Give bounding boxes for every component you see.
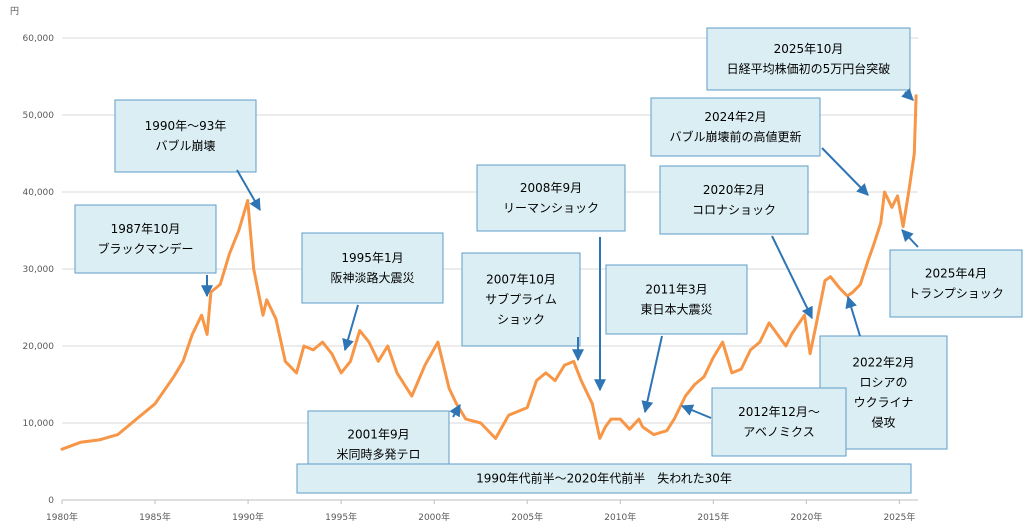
annotation-box (301, 232, 444, 304)
annotation-text: 2025年4月 (925, 267, 987, 281)
annotation-box (706, 27, 911, 91)
x-tick-label: 1985年 (139, 511, 171, 523)
annotation-box (114, 99, 257, 173)
annotation-text: トランプショック (908, 287, 1004, 301)
annotation-text: 1990年代前半～2020年代前半 失われた30年 (476, 471, 732, 486)
x-tick-label: 2000年 (418, 511, 450, 523)
x-tick-label: 2005年 (511, 511, 543, 523)
annotation-text: 東日本大震災 (640, 303, 712, 317)
annotation-text: 2025年10月 (774, 42, 844, 56)
annotation-14: 1990年代前半～2020年代前半 失われた30年 (296, 463, 912, 494)
annotation-box (74, 204, 217, 274)
annotation-text: バブル崩壊 (155, 138, 215, 153)
annotation-arrow (771, 235, 813, 320)
annotation-arrow (342, 304, 359, 352)
y-tick-label: 40,000 (23, 188, 55, 198)
annotation-box (461, 252, 581, 347)
annotation-arrow (236, 169, 261, 212)
annotation-text: 2024年2月 (704, 110, 766, 124)
x-tick-label: 2015年 (697, 511, 729, 523)
annotation-box (605, 264, 748, 335)
annotation-text: 2007年10月 (486, 273, 556, 287)
annotation-text: 2012年12月～ (738, 405, 820, 419)
annotation-text: 2001年9月 (347, 428, 409, 442)
annotation-text: 米同時多発テロ (336, 448, 420, 462)
annotation-text: ブラックマンデー (97, 241, 193, 256)
annotation-text: リーマンショック (503, 201, 599, 215)
annotation-text: サブプライム (485, 292, 557, 307)
y-axis-ticks: 0 10,000 20,000 30,000 40,000 50,000 60,000 (23, 34, 55, 506)
y-tick-label: 10,000 (23, 419, 55, 429)
annotation-text: ショック (497, 313, 545, 327)
y-tick-label: 60,000 (23, 34, 55, 44)
annotation-arrow (821, 147, 869, 196)
annotation-arrow (845, 295, 861, 337)
annotation-arrow (641, 335, 663, 414)
x-tick-label: 1980年 (46, 511, 78, 523)
y-tick-label: 0 (48, 496, 54, 506)
x-axis-ticks: 1980年 1985年 1990年 1995年 2000年 2005年 2010年 2015年… (46, 500, 915, 523)
annotation-text: 2011年3月 (645, 283, 707, 297)
annotation-text: 2020年2月 (703, 183, 765, 197)
annotation-text: ロシアの (859, 376, 907, 390)
annotation-text: 2022年2月 (852, 356, 914, 370)
annotation-text: 1995年1月 (341, 251, 403, 265)
x-tick-label: 1990年 (232, 511, 264, 523)
annotation-box (659, 165, 809, 235)
y-tick-label: 30,000 (23, 265, 55, 275)
annotation-arrow (901, 229, 919, 248)
annotation-text: ウクライナ (854, 396, 914, 410)
annotation-box (476, 164, 626, 232)
annotation-text: アベノミクス (743, 425, 814, 439)
x-tick-label: 2010年 (604, 511, 636, 523)
annotation-box (711, 387, 847, 457)
annotation-box (296, 463, 912, 494)
x-tick-label: 2025年 (883, 511, 915, 523)
y-axis-unit-label: 円 (10, 6, 19, 17)
price-line (60, 94, 918, 451)
annotation-arrow (449, 403, 461, 418)
annotation-arrow (680, 404, 712, 419)
y-tick-label: 20,000 (23, 342, 55, 352)
annotation-text: 1987年10月 (111, 222, 181, 236)
y-tick-label: 50,000 (23, 111, 55, 121)
annotation-box (889, 249, 1023, 318)
annotation-12: 2012年12月～ アベノミクス (680, 387, 847, 457)
annotation-text: バブル崩壊前の高値更新 (669, 129, 801, 144)
annotation-text: 2008年9月 (520, 181, 582, 195)
annotation-text: コロナショック (692, 203, 776, 217)
annotation-text: 1990年～93年 (145, 119, 227, 133)
annotation-text: 日経平均株価初の5万円台突破 (727, 61, 891, 76)
x-tick-label: 2020年 (790, 511, 822, 523)
x-tick-label: 1995年 (325, 511, 357, 523)
annotation-text: 侵攻 (871, 415, 895, 430)
annotation-arrow (901, 88, 914, 101)
annotation-box (650, 97, 821, 157)
annotation-text: 阪神淡路大震災 (330, 270, 414, 285)
